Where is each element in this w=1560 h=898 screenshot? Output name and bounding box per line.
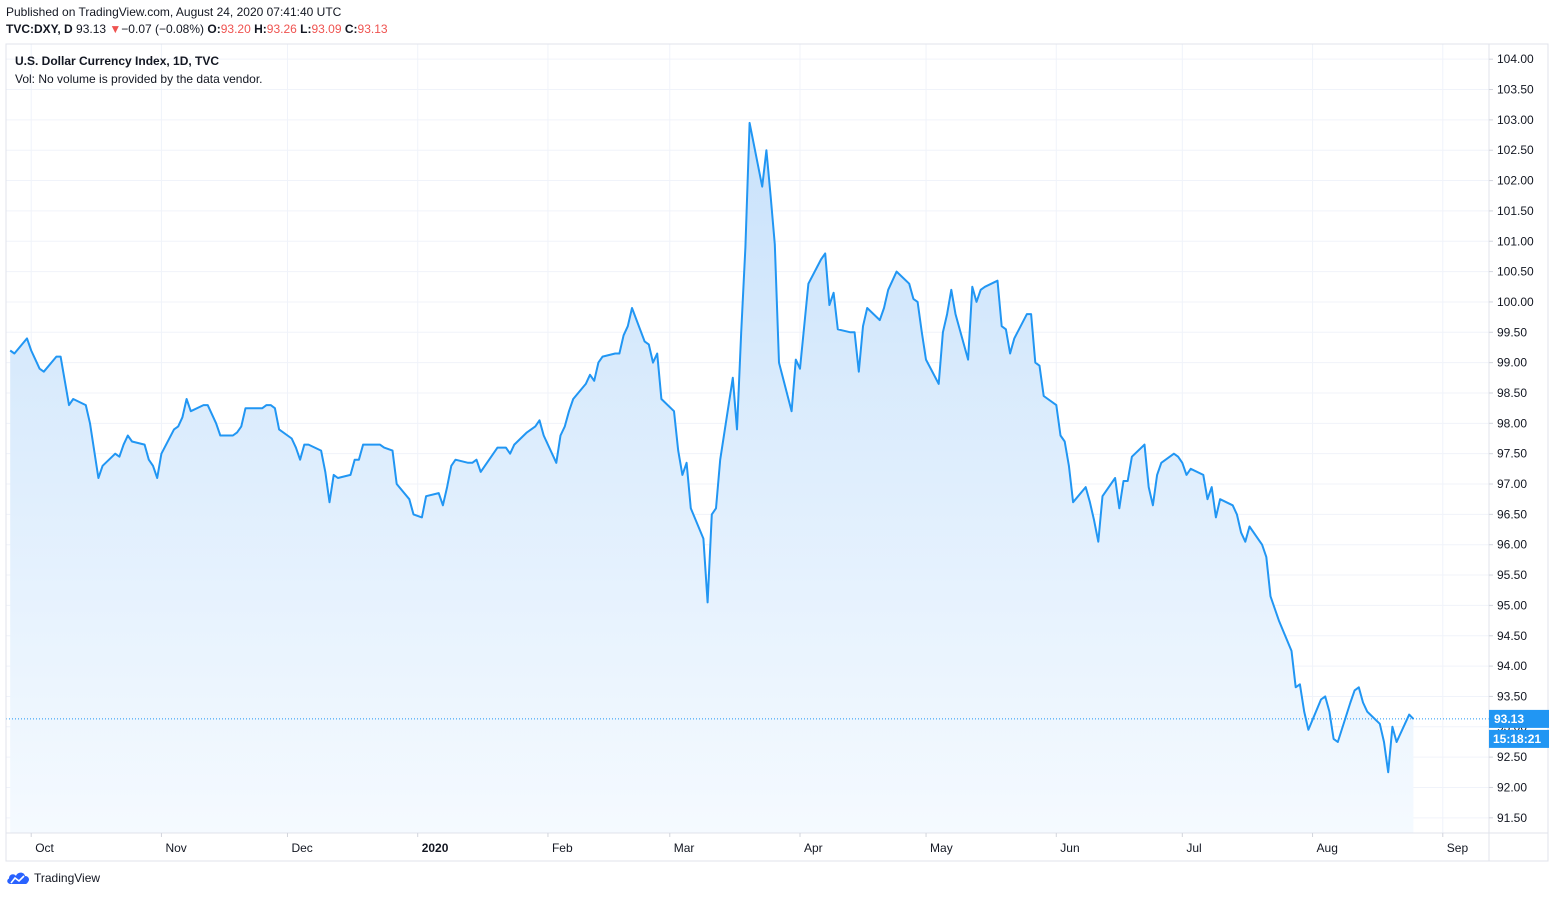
tradingview-logo[interactable]: TradingView: [6, 871, 100, 885]
y-tick-label: 94.00: [1497, 659, 1527, 673]
x-tick-label: Jun: [1060, 841, 1079, 855]
quote-line: TVC:DXY, D 93.13 ▼−0.07 (−0.08%) O:93.20…: [6, 22, 388, 36]
y-tick-label: 92.50: [1497, 750, 1527, 764]
low-value: 93.09: [311, 22, 342, 36]
symbol-label[interactable]: TVC:DXY, D: [6, 22, 73, 36]
close-label: C:: [344, 22, 358, 36]
chart-border: [5, 43, 1549, 862]
low-label: L:: [300, 22, 312, 36]
x-tick-label: Mar: [674, 841, 695, 855]
y-tick-label: 102.50: [1497, 143, 1534, 157]
close-value: 93.13: [357, 22, 388, 36]
price-axis: 104.00 103.50 103.00 102.50 102.00 101.50 101.…: [1489, 52, 1534, 825]
y-tick-label: 91.50: [1497, 811, 1527, 825]
last-price: 93.13: [76, 22, 107, 36]
y-tick-label: 100.50: [1497, 265, 1534, 279]
x-tick-label: Oct: [35, 841, 54, 855]
y-tick-label: 92.00: [1497, 780, 1527, 794]
y-tick-label: 101.50: [1497, 204, 1534, 218]
price-tag-countdown: 15:18:21: [1493, 732, 1541, 746]
x-tick-label: May: [930, 841, 953, 855]
x-tick-label: Sep: [1447, 841, 1469, 855]
y-tick-label: 97.50: [1497, 447, 1527, 461]
x-tick-label: Nov: [165, 841, 186, 855]
y-tick-label: 94.50: [1497, 629, 1527, 643]
published-note: Published on TradingView.com, August 24,…: [6, 5, 342, 19]
down-arrow-icon: ▼: [109, 22, 122, 36]
y-tick-label: 93.50: [1497, 689, 1527, 703]
brand-name: TradingView: [34, 871, 101, 885]
x-tick-label: 2020: [422, 841, 449, 855]
time-axis: Oct Nov Dec 2020 Feb Mar Apr May Jun Jul Aug Sep: [30, 833, 1469, 855]
y-tick-label: 101.00: [1497, 234, 1534, 248]
y-tick-label: 98.50: [1497, 386, 1527, 400]
change-value: −0.07 (−0.08%): [121, 22, 205, 36]
y-tick-label: 97.00: [1497, 477, 1527, 491]
y-tick-label: 103.50: [1497, 83, 1534, 97]
y-tick-label: 98.00: [1497, 416, 1527, 430]
high-value: 93.26: [266, 22, 297, 36]
price-tag-countdown-bg: [1489, 729, 1549, 748]
cloud-icon: [7, 872, 29, 884]
x-tick-label: Aug: [1317, 841, 1338, 855]
y-tick-label: 99.00: [1497, 356, 1527, 370]
open-label: O:: [207, 22, 221, 36]
high-label: H:: [254, 22, 267, 36]
price-tag: 93.13 15:18:21: [1489, 709, 1549, 748]
x-tick-label: Jul: [1186, 841, 1201, 855]
chart-legend: U.S. Dollar Currency Index, 1D, TVC Vol:…: [15, 52, 262, 88]
x-tick-label: Apr: [804, 841, 823, 855]
y-tick-label: 103.00: [1497, 113, 1534, 127]
y-tick-label: 102.00: [1497, 174, 1534, 188]
y-tick-label: 95.00: [1497, 598, 1527, 612]
legend-title[interactable]: U.S. Dollar Currency Index, 1D, TVC: [15, 54, 220, 68]
y-tick-label: 96.00: [1497, 538, 1527, 552]
y-tick-label: 96.50: [1497, 507, 1527, 521]
price-tag-value-bg: [1489, 709, 1549, 728]
price-area: [10, 122, 1414, 833]
y-tick-label: 104.00: [1497, 52, 1534, 66]
x-tick-label: Feb: [552, 841, 573, 855]
x-tick-label: Dec: [291, 841, 312, 855]
y-tick-label: 99.50: [1497, 325, 1527, 339]
open-value: 93.20: [220, 22, 251, 36]
legend-volume-note: Vol: No volume is provided by the data v…: [15, 72, 263, 86]
y-tick-label: 100.00: [1497, 295, 1534, 309]
y-tick-label: 95.50: [1497, 568, 1527, 582]
price-line: [9, 121, 1415, 774]
price-tag-value: 93.13: [1494, 712, 1524, 726]
